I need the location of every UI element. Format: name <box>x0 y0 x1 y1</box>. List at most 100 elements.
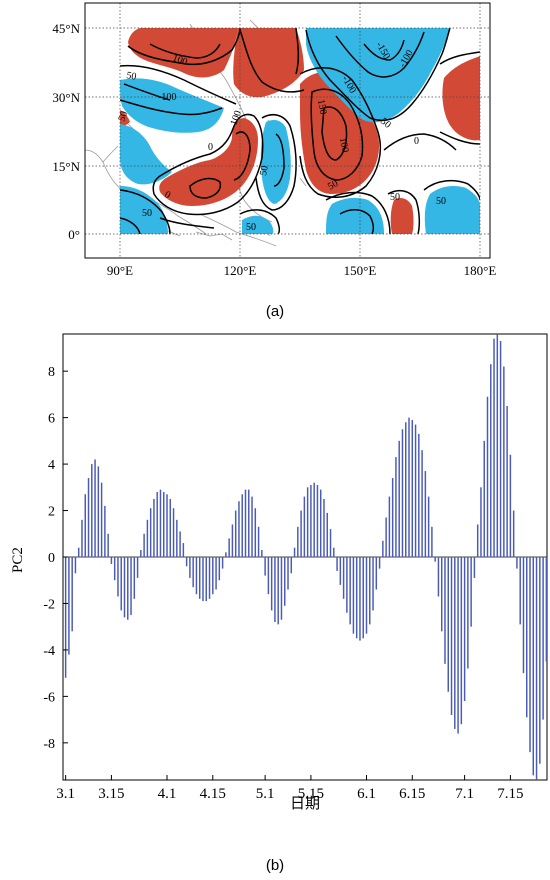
bar <box>355 557 358 639</box>
bar <box>143 533 145 557</box>
bar <box>336 557 338 571</box>
bar <box>94 459 96 557</box>
bar <box>110 557 113 564</box>
negative-region <box>326 197 384 234</box>
bar <box>84 494 86 557</box>
bar <box>257 526 260 557</box>
negative-region <box>424 186 480 234</box>
x-tick-label: 5.15 <box>298 786 324 802</box>
caption-a: (a) <box>265 303 285 320</box>
y-tick-label: -6 <box>43 690 55 705</box>
bar <box>519 557 521 625</box>
y-tick-label: 4 <box>48 458 55 473</box>
bar <box>463 557 466 702</box>
bar <box>159 489 162 557</box>
contour-label: 0 <box>163 189 173 201</box>
bar <box>185 557 188 567</box>
bar <box>212 557 214 595</box>
bar <box>444 557 446 664</box>
bar <box>77 547 80 557</box>
x-axis-label: 日期 <box>290 795 320 812</box>
bar <box>274 557 276 623</box>
bar <box>382 540 384 557</box>
caption-b: (b) <box>265 857 285 874</box>
bar <box>251 496 253 557</box>
bar <box>411 419 414 557</box>
bar <box>365 557 368 634</box>
bar <box>189 557 191 578</box>
x-tick-label: 3.1 <box>56 786 75 802</box>
y-tick-label: -8 <box>43 737 55 752</box>
bar <box>166 494 168 557</box>
y-tick-label: 6 <box>48 412 55 427</box>
bar <box>473 557 476 578</box>
bar <box>405 422 407 557</box>
bar <box>467 557 469 669</box>
bar <box>529 557 531 753</box>
contour-label: 50 <box>258 165 271 177</box>
bar <box>316 484 319 557</box>
bar <box>486 396 489 557</box>
bar <box>117 557 119 597</box>
bar <box>74 557 77 574</box>
bar <box>300 510 302 557</box>
bar <box>287 557 289 590</box>
bar <box>372 557 374 611</box>
bar <box>385 517 387 557</box>
bar <box>342 557 345 599</box>
bar <box>169 498 172 557</box>
bar <box>447 557 449 692</box>
bar <box>231 524 234 557</box>
bar <box>176 519 178 557</box>
bar <box>241 494 243 557</box>
bar <box>424 471 427 557</box>
bar <box>208 557 211 599</box>
contour-label: 50 <box>436 196 446 207</box>
contour-label: 0 <box>208 142 213 153</box>
bar <box>493 338 495 557</box>
bar <box>284 557 286 606</box>
map-panel: 100 50 -100 50 100 150 -100 50 0 -150 -1… <box>52 2 496 278</box>
bar <box>516 557 518 569</box>
bar <box>163 491 165 557</box>
y-axis: 8 6 4 2 0 -2 -4 -6 -8 <box>43 365 68 752</box>
bar <box>346 557 348 613</box>
bar <box>81 519 83 557</box>
bar <box>490 364 492 557</box>
bar <box>264 557 266 576</box>
contour-lines <box>120 28 480 234</box>
bar <box>156 491 158 557</box>
bar <box>153 498 155 557</box>
map-frame <box>84 2 491 259</box>
bar <box>454 557 456 729</box>
bar <box>359 557 361 641</box>
bar <box>254 508 257 557</box>
bar <box>192 557 194 588</box>
bar <box>87 478 90 557</box>
bar <box>133 557 136 599</box>
bar <box>100 482 103 557</box>
lon-label-120: 120°E <box>224 263 257 278</box>
bar <box>91 464 93 557</box>
bar <box>499 340 502 557</box>
bar <box>293 547 296 557</box>
negative-region <box>306 28 450 123</box>
bar <box>225 552 227 557</box>
bar <box>107 533 109 557</box>
positive-region <box>442 56 480 141</box>
y-tick-label: 2 <box>48 505 55 520</box>
lon-label-150: 150°E <box>344 263 377 278</box>
bar <box>323 498 325 557</box>
bar <box>339 557 342 585</box>
bar <box>71 557 73 632</box>
bar <box>375 557 378 590</box>
bar <box>434 557 436 562</box>
x-tick-label: 6.15 <box>399 786 425 802</box>
bar <box>526 557 528 718</box>
bar <box>476 524 479 557</box>
bar <box>532 557 535 776</box>
contour-label: 150 <box>315 99 328 116</box>
bar <box>503 366 505 557</box>
x-tick-label: 6.1 <box>357 786 376 802</box>
bar <box>120 557 122 611</box>
